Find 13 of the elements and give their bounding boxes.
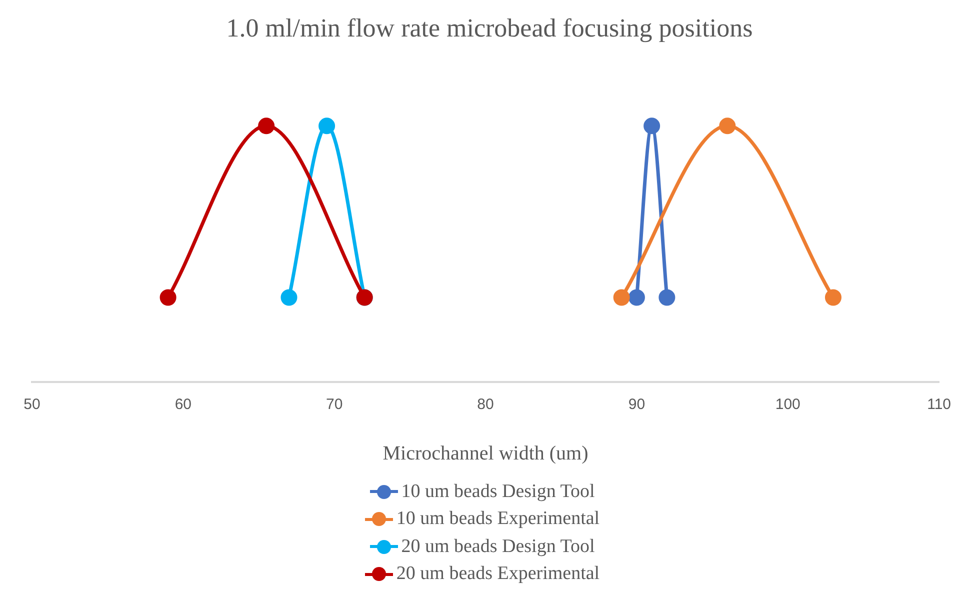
x-tick-label: 60	[174, 396, 192, 414]
x-tick-label: 110	[927, 396, 952, 414]
legend-label: 10 um beads Experimental	[396, 508, 600, 530]
chart-title: 1.0 ml/min flow rate microbead focusing positions	[226, 13, 753, 42]
x-tick-label: 100	[775, 396, 800, 414]
x-tick-label: 70	[326, 396, 343, 414]
legend-label: 20 um beads Design Tool	[401, 536, 595, 558]
legend-label: 10 um beads Design Tool	[401, 480, 595, 503]
x-tick-label: 90	[628, 396, 646, 414]
x-tick-label: 80	[477, 396, 494, 414]
legend-label: 20 um beads Experimental	[396, 563, 600, 586]
x-axis-title: Microchannel width (um)	[382, 442, 588, 464]
x-tick-label: 50	[24, 396, 40, 414]
